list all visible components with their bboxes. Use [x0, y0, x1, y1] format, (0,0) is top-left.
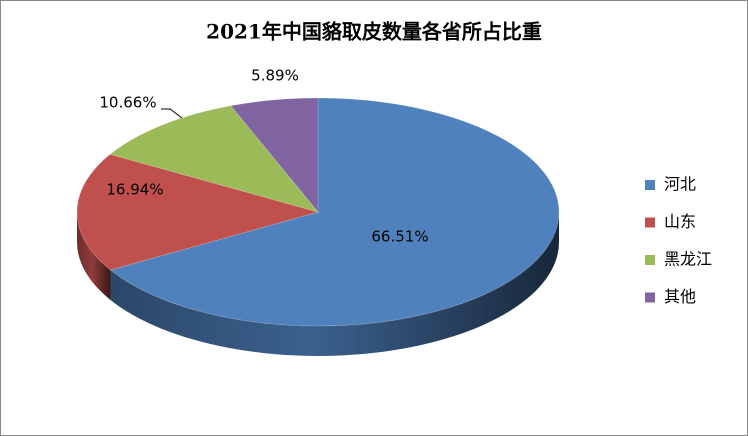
legend-swatch: [645, 180, 655, 190]
legend-swatch: [645, 217, 655, 228]
slice: [76, 153, 320, 271]
data-label: 66.51%: [371, 228, 428, 246]
slice-side: [110, 212, 559, 356]
slice: [229, 97, 319, 214]
leader-line: [161, 108, 183, 119]
data-label: 16.94%: [106, 181, 163, 199]
legend-label: 其他: [664, 287, 696, 306]
chart-title: 2021年中国貉取皮数量各省所占比重: [206, 20, 542, 44]
legend-swatch: [645, 255, 655, 265]
slice: [109, 105, 320, 213]
legend-label: 黑龙江: [664, 250, 712, 269]
slice-side: [77, 212, 111, 300]
data-label: 10.66%: [99, 94, 156, 112]
legend-swatch: [645, 292, 655, 303]
legend-label: 河北: [664, 175, 696, 194]
slice: [109, 97, 560, 327]
legend-label: 山东: [664, 212, 696, 231]
data-label: 5.89%: [251, 67, 299, 85]
